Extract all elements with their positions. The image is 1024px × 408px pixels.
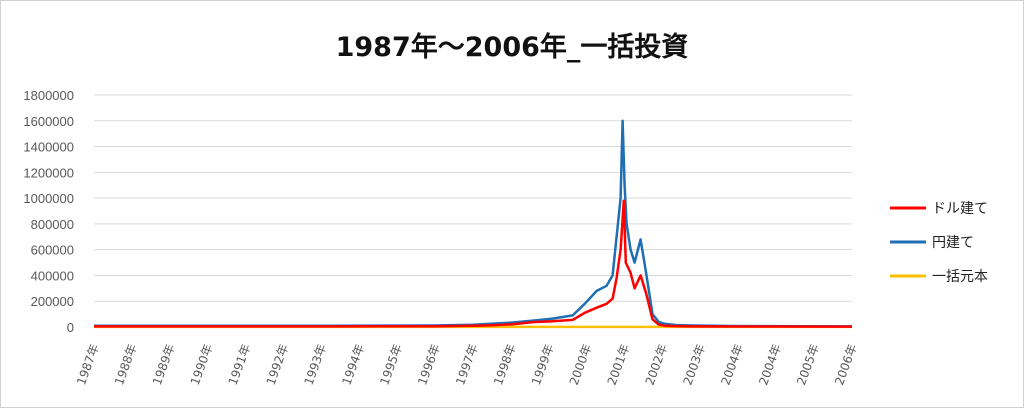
y-tick-label: 600000 [31, 243, 74, 258]
x-tick-label: 1988年 [112, 342, 140, 387]
x-tick-label: 1998年 [491, 342, 519, 387]
gridlines [94, 94, 852, 328]
y-tick-label: 1000000 [23, 191, 74, 206]
y-tick-label: 1200000 [23, 165, 74, 180]
legend-label: 円建て [932, 235, 974, 251]
y-tick-label: 200000 [31, 294, 74, 309]
x-tick-label: 1990年 [188, 342, 216, 387]
x-tick-label: 2000年 [567, 342, 595, 387]
x-tick-label: 2004年 [756, 342, 784, 387]
x-tick-label: 1995年 [377, 342, 405, 387]
y-axis-ticks: 0 200000 400000 600000 800000 1000000 1200000 1… [23, 88, 74, 335]
x-tick-label: 1991年 [226, 342, 254, 387]
x-tick-label: 2002年 [643, 342, 671, 387]
x-axis-ticks: 1987年 1988年 1989年 1990年 1991年 1992年 1993年 1994年… [74, 342, 860, 387]
x-tick-label: 1989年 [150, 342, 178, 387]
chart-title: 1987年～2006年_一括投資 [336, 31, 689, 63]
x-tick-label: 1996年 [415, 342, 443, 387]
y-tick-label: 1800000 [23, 88, 74, 103]
x-tick-label: 2001年 [605, 342, 633, 387]
x-tick-label: 1994年 [339, 342, 367, 387]
series-lines [94, 119, 853, 329]
x-tick-label: 2006年 [832, 342, 860, 387]
x-tick-label: 2005年 [794, 342, 822, 387]
y-tick-label: 0 [67, 320, 74, 335]
x-tick-label: 1987年 [74, 342, 102, 387]
x-tick-label: 1997年 [453, 342, 481, 387]
legend-label: ドル建て [932, 201, 988, 217]
y-tick-label: 1600000 [23, 114, 74, 129]
x-tick-label: 2003年 [681, 342, 709, 387]
x-tick-label: 1992年 [264, 342, 292, 387]
series-line-0 [94, 199, 853, 328]
legend-label: 一括元本 [932, 269, 988, 285]
y-tick-label: 400000 [31, 268, 74, 283]
x-tick-label: 2004年 [718, 342, 746, 387]
series-line-1 [94, 119, 853, 328]
x-tick-label: 1993年 [302, 342, 330, 387]
y-tick-label: 1400000 [23, 140, 74, 155]
x-tick-label: 1999年 [529, 342, 557, 387]
y-tick-label: 800000 [31, 217, 74, 232]
